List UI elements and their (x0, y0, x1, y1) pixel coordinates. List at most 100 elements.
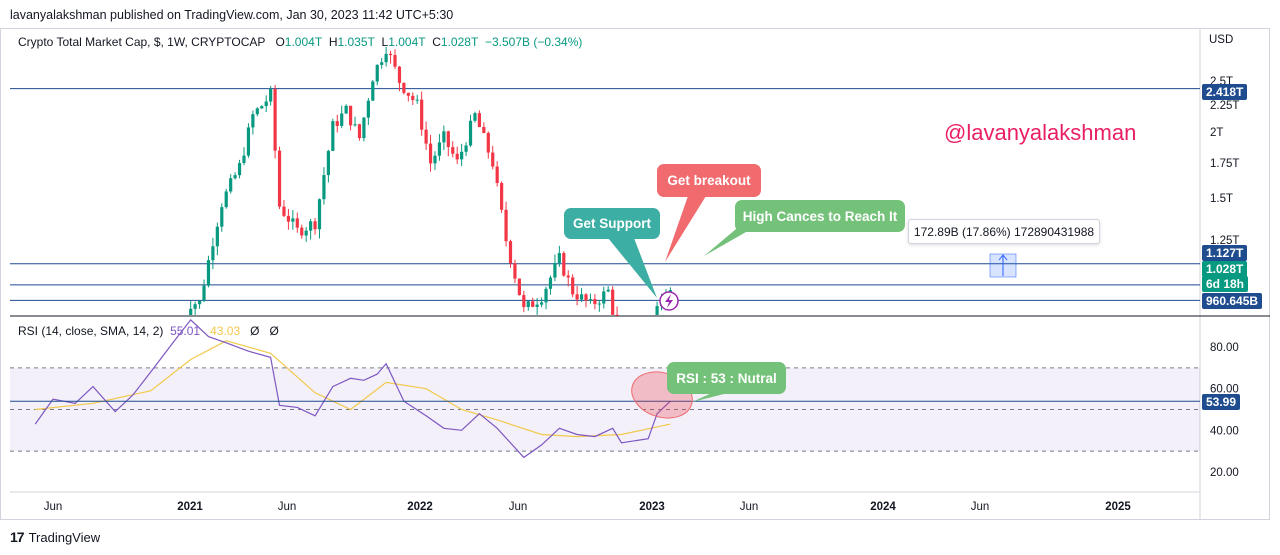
price-tick-5: 1.25T (1210, 235, 1239, 247)
breakout-pointer (665, 196, 706, 262)
candle-93 (593, 294, 597, 310)
time-tick-3: 2022 (407, 501, 433, 513)
breakout-callout[interactable]: Get breakout (657, 164, 761, 197)
price-tag-1127: 1.127T (1202, 245, 1248, 261)
currency-label[interactable]: USD (1209, 34, 1234, 46)
legend-open: 1.004T (284, 35, 323, 49)
reach-pointer (704, 224, 760, 256)
candle-19 (264, 95, 268, 113)
candle-7 (211, 237, 215, 270)
candle-52 (411, 92, 415, 105)
measure-arrow-head (998, 254, 1008, 261)
time-tick-8: Jun (971, 501, 990, 513)
rsi-tick-2: 40.00 (1210, 425, 1239, 437)
candle-54 (420, 91, 424, 136)
candle-64 (464, 142, 468, 157)
brand-footer[interactable]: 17 TradingView (10, 529, 100, 545)
candle-53 (415, 94, 419, 104)
rsi-legend-z2: Ø (269, 324, 279, 338)
price-tick-2: 2T (1210, 127, 1223, 139)
candle-9 (220, 203, 224, 232)
candle-82 (544, 286, 548, 310)
candle-55 (424, 121, 428, 150)
candle-41 (362, 117, 366, 142)
reach-callout[interactable]: High Cances to Reach It (735, 200, 905, 232)
candle-13 (237, 159, 242, 179)
brand-name: TradingView (28, 529, 101, 545)
candle-46 (384, 46, 388, 67)
candle-51 (406, 92, 410, 102)
candle-76 (517, 278, 521, 296)
candle-39 (353, 116, 357, 127)
candle-60 (446, 130, 450, 157)
candle-98 (615, 306, 619, 316)
candle-77 (522, 290, 526, 313)
candle-83 (548, 275, 553, 295)
time-tick-0: Jun (44, 501, 63, 513)
candle-44 (375, 64, 379, 86)
tradingview-logo-icon: 17 (10, 529, 25, 545)
candle-91 (584, 293, 588, 308)
candle-90 (579, 287, 584, 303)
rsi-band-lines (10, 367, 1200, 452)
candle-88 (571, 274, 575, 298)
candle-66 (473, 111, 477, 123)
legend-low: 1.004T (388, 35, 426, 49)
time-tick-7: 2024 (870, 501, 896, 513)
candle-32 (322, 167, 326, 205)
candle-89 (575, 285, 579, 306)
candle-74 (508, 239, 513, 268)
candle-80 (535, 298, 539, 315)
support-callout[interactable]: Get Support (564, 208, 660, 239)
legend-close: 1.028T (440, 35, 479, 49)
measure-readout: 172.89B (17.86%) 172890431988 (908, 219, 1100, 244)
price-tag-last: 1.028T (1202, 261, 1248, 277)
candle-29 (309, 218, 313, 240)
main-legend: Crypto Total Market Cap, $, 1W, CRYPTOCA… (18, 35, 582, 49)
candle-40 (357, 123, 362, 141)
candle-15 (246, 123, 251, 158)
candle-14 (242, 147, 246, 166)
rsi-callout[interactable]: RSI : 53 : Nutral (667, 362, 786, 394)
candle-56 (428, 134, 433, 172)
candle-4 (197, 300, 202, 309)
legend-symbol: Crypto Total Market Cap, $, 1W, CRYPTOCA… (18, 35, 266, 49)
candle-22 (277, 146, 282, 210)
time-tick-9: 2025 (1105, 501, 1131, 513)
candle-65 (468, 114, 473, 147)
rsi-legend-label: RSI (14, close, SMA, 14, 2) (18, 324, 164, 338)
candle-63 (460, 143, 464, 167)
candle-33 (326, 149, 330, 183)
rsi-legend-sma: 43.03 (210, 324, 241, 338)
candle-36 (340, 105, 344, 129)
legend-high: 1.035T (337, 35, 375, 49)
price-tick-4: 1.5T (1210, 193, 1233, 205)
candle-25 (291, 210, 295, 230)
rsi-tick-1: 60.00 (1210, 384, 1239, 396)
candle-59 (442, 125, 446, 151)
lightning-icon[interactable] (659, 291, 679, 311)
time-tick-2: Jun (278, 501, 297, 513)
candle-47 (388, 50, 393, 64)
candle-87 (566, 270, 570, 287)
publisher-line: lavanyalakshman published on TradingView… (10, 8, 454, 22)
price-tick-1: 2.25T (1210, 100, 1239, 112)
candle-96 (606, 286, 610, 293)
candle-23 (282, 199, 286, 218)
candle-67 (477, 110, 482, 128)
candle-27 (300, 224, 304, 239)
chart-frame (0, 28, 1270, 520)
candle-79 (531, 297, 535, 308)
candle-107 (655, 301, 659, 315)
candle-42 (366, 98, 370, 126)
candle-84 (553, 254, 557, 282)
candle-49 (397, 65, 402, 92)
candle-78 (526, 300, 530, 311)
legend-low-label: L (381, 35, 389, 49)
candle-58 (437, 134, 442, 161)
time-tick-4: Jun (509, 501, 528, 513)
rsi-sma-line (35, 340, 671, 438)
price-tick-3: 1.75T (1210, 158, 1239, 170)
candle-31 (317, 198, 322, 239)
